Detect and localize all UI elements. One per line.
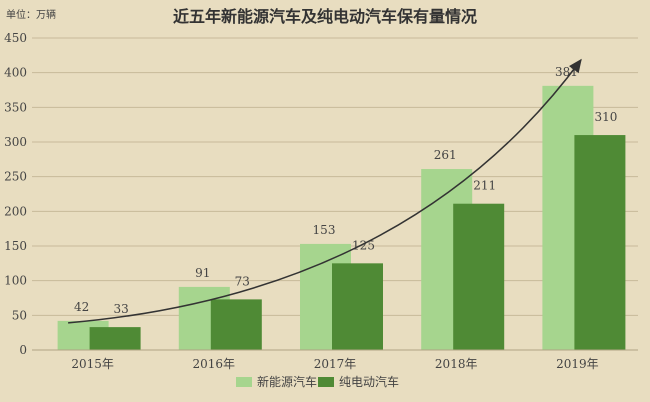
x-axis-ticks: 2015年 2016年 2017年 2018年 2019年 bbox=[32, 349, 638, 371]
y-tick-label: 300 bbox=[4, 135, 27, 149]
x-tick-label: 2018年 bbox=[435, 357, 478, 371]
y-tick-label: 250 bbox=[4, 170, 27, 184]
data-label: 261 bbox=[434, 148, 457, 162]
trend-arrow bbox=[68, 58, 582, 324]
y-tick-label: 350 bbox=[4, 100, 27, 114]
bar-pure-electric bbox=[210, 299, 262, 350]
legend: 新能源汽车 纯电动汽车 bbox=[236, 374, 399, 389]
bar-pure-electric bbox=[332, 263, 383, 350]
legend-swatch bbox=[318, 377, 334, 387]
y-tick-label: 100 bbox=[4, 274, 27, 288]
data-label: 211 bbox=[473, 179, 496, 193]
legend-label: 纯电动汽车 bbox=[339, 374, 399, 389]
y-tick-label: 450 bbox=[4, 31, 27, 45]
data-label: 91 bbox=[195, 266, 210, 280]
data-label: 33 bbox=[113, 302, 128, 316]
y-tick-label: 200 bbox=[4, 204, 27, 218]
x-tick-label: 2016年 bbox=[193, 357, 236, 371]
y-tick-label: 150 bbox=[4, 239, 27, 253]
unit-label: 单位：万辆 bbox=[6, 8, 56, 21]
legend-swatch bbox=[236, 377, 252, 387]
y-tick-label: 400 bbox=[4, 66, 27, 80]
y-tick-label: 50 bbox=[12, 308, 27, 322]
x-tick-label: 2017年 bbox=[314, 357, 357, 371]
x-tick-label: 2015年 bbox=[71, 357, 114, 371]
y-axis-ticks: 0 50 100 150 200 250 300 350 400 450 bbox=[4, 31, 27, 357]
data-label: 310 bbox=[594, 110, 617, 124]
legend-label: 新能源汽车 bbox=[257, 374, 317, 389]
x-tick-label: 2019年 bbox=[556, 357, 599, 371]
chart-title: 近五年新能源汽车及纯电动汽车保有量情况 bbox=[173, 7, 477, 26]
data-label: 153 bbox=[313, 223, 336, 237]
data-label: 42 bbox=[74, 300, 89, 314]
bar-pure-electric bbox=[89, 327, 141, 350]
bar-pure-electric bbox=[453, 203, 505, 350]
y-tick-label: 0 bbox=[19, 343, 27, 357]
data-label: 73 bbox=[235, 274, 250, 288]
data-label: 381 bbox=[555, 65, 578, 79]
bar-pure-electric bbox=[574, 135, 626, 350]
